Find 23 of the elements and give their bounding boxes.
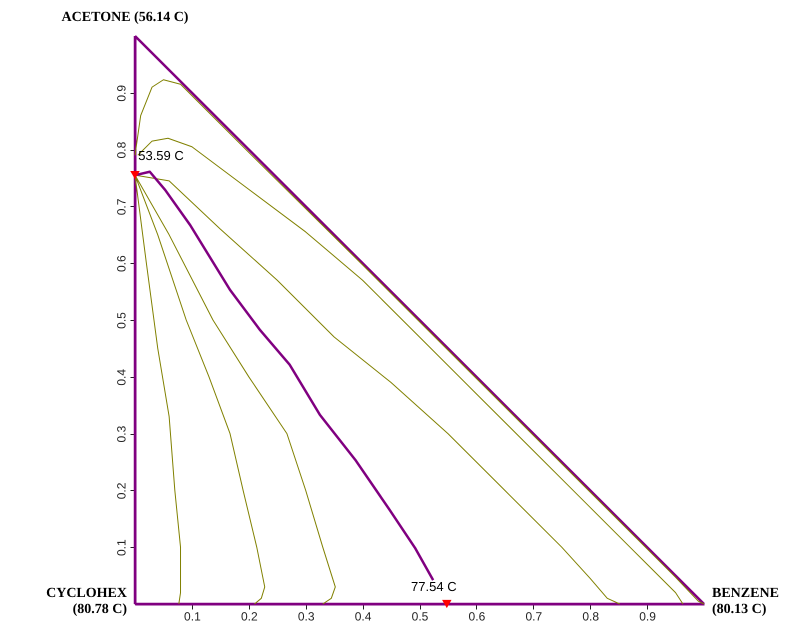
- x-tick-label: 0.5: [412, 610, 429, 624]
- annotation: ACETONE (56.14 C): [62, 10, 189, 25]
- y-tick-label: 0.3: [114, 425, 128, 442]
- y-tick-label: 0.9: [114, 84, 128, 102]
- x-tick-label: 0.1: [184, 610, 202, 624]
- x-tick-label: 0.2: [240, 610, 258, 624]
- annotation: CYCLOHEX (80.78 C): [46, 586, 128, 617]
- annotation: 53.59 C: [138, 148, 184, 164]
- y-tick-label: 0.4: [114, 368, 128, 386]
- annotation: 77.54 C: [411, 579, 457, 594]
- y-tick-label: 0.1: [114, 539, 128, 556]
- x-tick-label: 0.3: [298, 610, 315, 624]
- x-tick-label: 0.6: [468, 610, 486, 624]
- annotation: BENZENE (80.13 C): [712, 586, 779, 617]
- x-tick-label: 0.9: [639, 610, 656, 624]
- y-tick-label: 0.7: [114, 198, 128, 216]
- x-tick-label: 0.4: [354, 610, 372, 624]
- x-tick-label: 0.7: [525, 610, 542, 624]
- y-tick-label: 0.2: [114, 482, 128, 500]
- y-tick-label: 0.6: [114, 255, 128, 272]
- x-tick-label: 0.8: [582, 610, 600, 624]
- y-tick-label: 0.8: [114, 141, 128, 158]
- y-tick-label: 0.5: [114, 312, 128, 329]
